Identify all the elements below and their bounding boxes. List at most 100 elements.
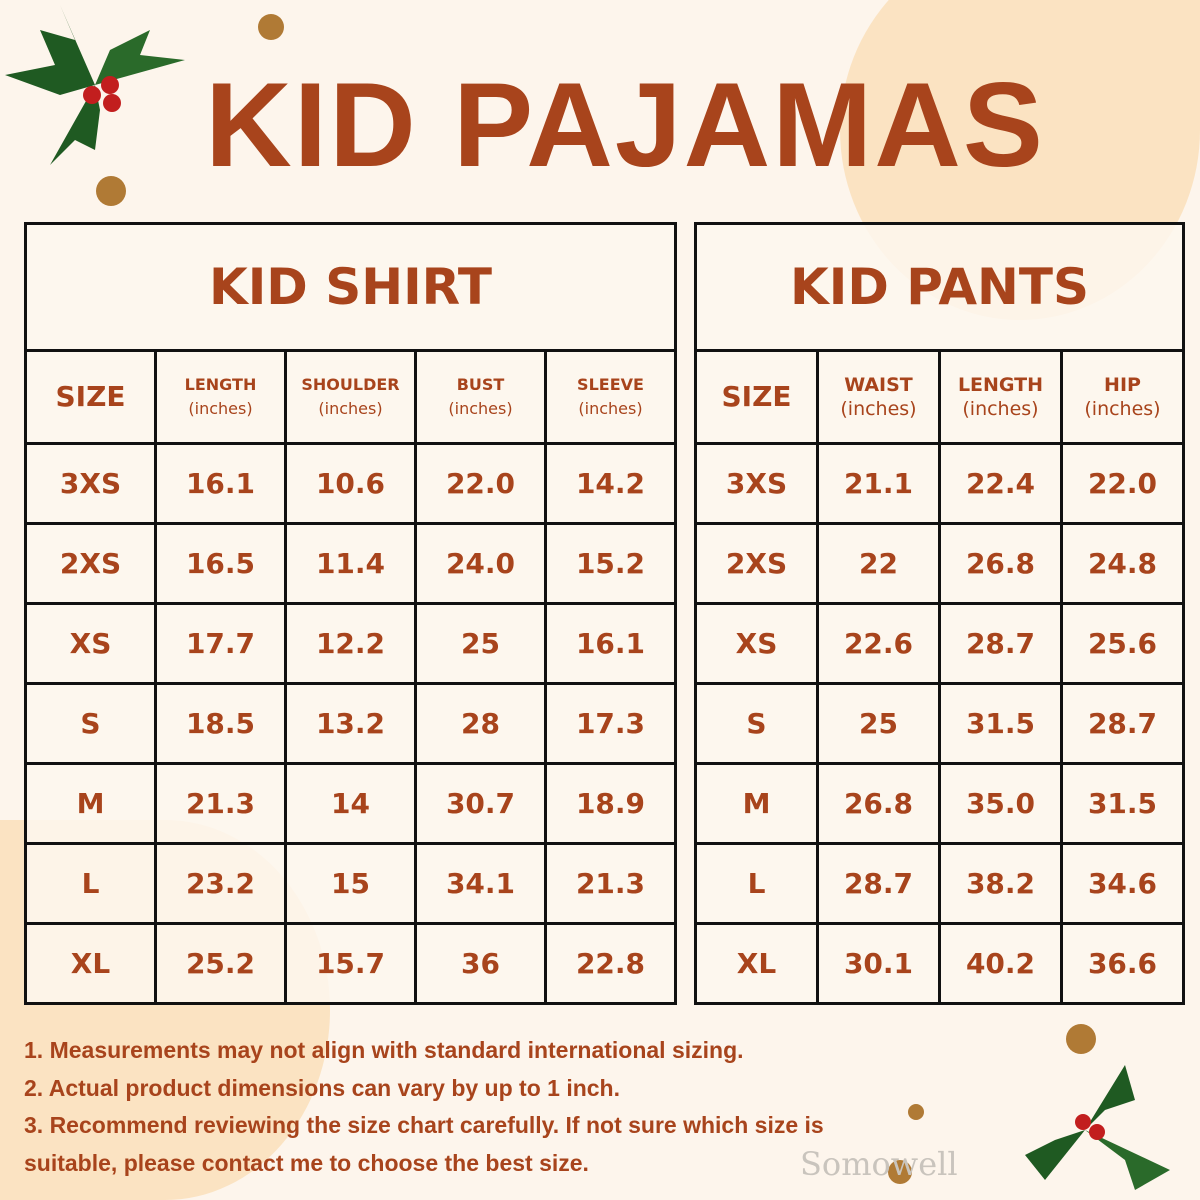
table-row: XL 30.1 40.2 36.6: [694, 922, 1185, 1005]
table-row: L 23.2 15 34.1 21.3: [24, 842, 677, 925]
value-cell: 17.3: [544, 682, 677, 765]
header-unit: (inches): [318, 399, 383, 418]
size-cell: XS: [24, 602, 157, 685]
value-cell: 14: [284, 762, 417, 845]
decor-dot: [888, 1160, 912, 1184]
header-unit: (inches): [1084, 398, 1161, 420]
column-header: SIZE: [24, 349, 157, 445]
value-cell: 22.8: [544, 922, 677, 1005]
shirt-table-title: KID SHIRT: [24, 222, 677, 352]
header-label: HIP: [1104, 374, 1141, 396]
value-cell: 28.7: [816, 842, 941, 925]
table-row: 3XS 16.1 10.6 22.0 14.2: [24, 442, 677, 525]
value-cell: 38.2: [938, 842, 1063, 925]
value-cell: 36.6: [1060, 922, 1185, 1005]
column-header: SHOULDER (inches): [284, 349, 417, 445]
value-cell: 23.2: [154, 842, 287, 925]
header-label: SLEEVE: [577, 375, 644, 394]
value-cell: 22.4: [938, 442, 1063, 525]
value-cell: 25.6: [1060, 602, 1185, 685]
value-cell: 10.6: [284, 442, 417, 525]
decor-dot: [1066, 1024, 1096, 1054]
table-row: XL 25.2 15.7 36 22.8: [24, 922, 677, 1005]
header-unit: (inches): [962, 398, 1039, 420]
size-cell: XL: [24, 922, 157, 1005]
size-cell: 3XS: [24, 442, 157, 525]
value-cell: 26.8: [938, 522, 1063, 605]
column-header: WAIST (inches): [816, 349, 941, 445]
value-cell: 21.1: [816, 442, 941, 525]
value-cell: 22.0: [1060, 442, 1185, 525]
size-cell: L: [694, 842, 819, 925]
value-cell: 34.1: [414, 842, 547, 925]
value-cell: 25.2: [154, 922, 287, 1005]
decor-dot: [96, 176, 126, 206]
header-label: SIZE: [55, 380, 126, 413]
value-cell: 22.0: [414, 442, 547, 525]
value-cell: 11.4: [284, 522, 417, 605]
value-cell: 17.7: [154, 602, 287, 685]
size-cell: M: [694, 762, 819, 845]
value-cell: 30.7: [414, 762, 547, 845]
value-cell: 12.2: [284, 602, 417, 685]
size-cell: XL: [694, 922, 819, 1005]
holly-icon: [5, 5, 185, 165]
pants-size-table: KID PANTS SIZE WAIST (inches) LENGTH (inches…: [694, 222, 1185, 1005]
value-cell: 28.7: [1060, 682, 1185, 765]
value-cell: 28.7: [938, 602, 1063, 685]
decor-dot: [258, 14, 284, 40]
value-cell: 31.5: [938, 682, 1063, 765]
table-row: L 28.7 38.2 34.6: [694, 842, 1185, 925]
header-unit: (inches): [448, 399, 513, 418]
value-cell: 18.5: [154, 682, 287, 765]
watermark: Somowell: [800, 1145, 958, 1183]
note-line: suitable, please contact me to choose th…: [24, 1149, 589, 1176]
value-cell: 25: [414, 602, 547, 685]
column-header: LENGTH (inches): [154, 349, 287, 445]
note-line: 2. Actual product dimensions can vary by…: [24, 1074, 620, 1101]
size-cell: 2XS: [694, 522, 819, 605]
value-cell: 16.1: [544, 602, 677, 685]
table-row: S 18.5 13.2 28 17.3: [24, 682, 677, 765]
page-title: KID PAJAMAS: [205, 58, 1045, 192]
value-cell: 28: [414, 682, 547, 765]
value-cell: 25: [816, 682, 941, 765]
value-cell: 22.6: [816, 602, 941, 685]
size-cell: M: [24, 762, 157, 845]
size-cell: S: [694, 682, 819, 765]
size-cell: 3XS: [694, 442, 819, 525]
decor-dot: [908, 1104, 924, 1120]
header-label: LENGTH: [184, 375, 257, 394]
table-row: XS 22.6 28.7 25.6: [694, 602, 1185, 685]
size-cell: L: [24, 842, 157, 925]
value-cell: 18.9: [544, 762, 677, 845]
table-row: M 21.3 14 30.7 18.9: [24, 762, 677, 845]
table-row: S 25 31.5 28.7: [694, 682, 1185, 765]
size-cell: S: [24, 682, 157, 765]
header-unit: (inches): [840, 398, 917, 420]
size-cell: 2XS: [24, 522, 157, 605]
pants-table-title: KID PANTS: [694, 222, 1185, 352]
value-cell: 40.2: [938, 922, 1063, 1005]
column-header: HIP (inches): [1060, 349, 1185, 445]
value-cell: 35.0: [938, 762, 1063, 845]
header-unit: (inches): [188, 399, 253, 418]
value-cell: 16.1: [154, 442, 287, 525]
shirt-size-table: KID SHIRT SIZE LENGTH (inches) SHOULDER (inc…: [24, 222, 677, 1005]
table-row: 2XS 16.5 11.4 24.0 15.2: [24, 522, 677, 605]
value-cell: 22: [816, 522, 941, 605]
value-cell: 15.2: [544, 522, 677, 605]
header-label: WAIST: [844, 374, 913, 396]
size-notes: 1. Measurements may not align with stand…: [24, 1032, 1174, 1182]
column-header: LENGTH (inches): [938, 349, 1063, 445]
value-cell: 36: [414, 922, 547, 1005]
value-cell: 34.6: [1060, 842, 1185, 925]
value-cell: 24.8: [1060, 522, 1185, 605]
value-cell: 15: [284, 842, 417, 925]
value-cell: 16.5: [154, 522, 287, 605]
value-cell: 31.5: [1060, 762, 1185, 845]
header-label: LENGTH: [957, 374, 1044, 396]
table-row: M 26.8 35.0 31.5: [694, 762, 1185, 845]
value-cell: 14.2: [544, 442, 677, 525]
note-line: 3. Recommend reviewing the size chart ca…: [24, 1112, 824, 1138]
